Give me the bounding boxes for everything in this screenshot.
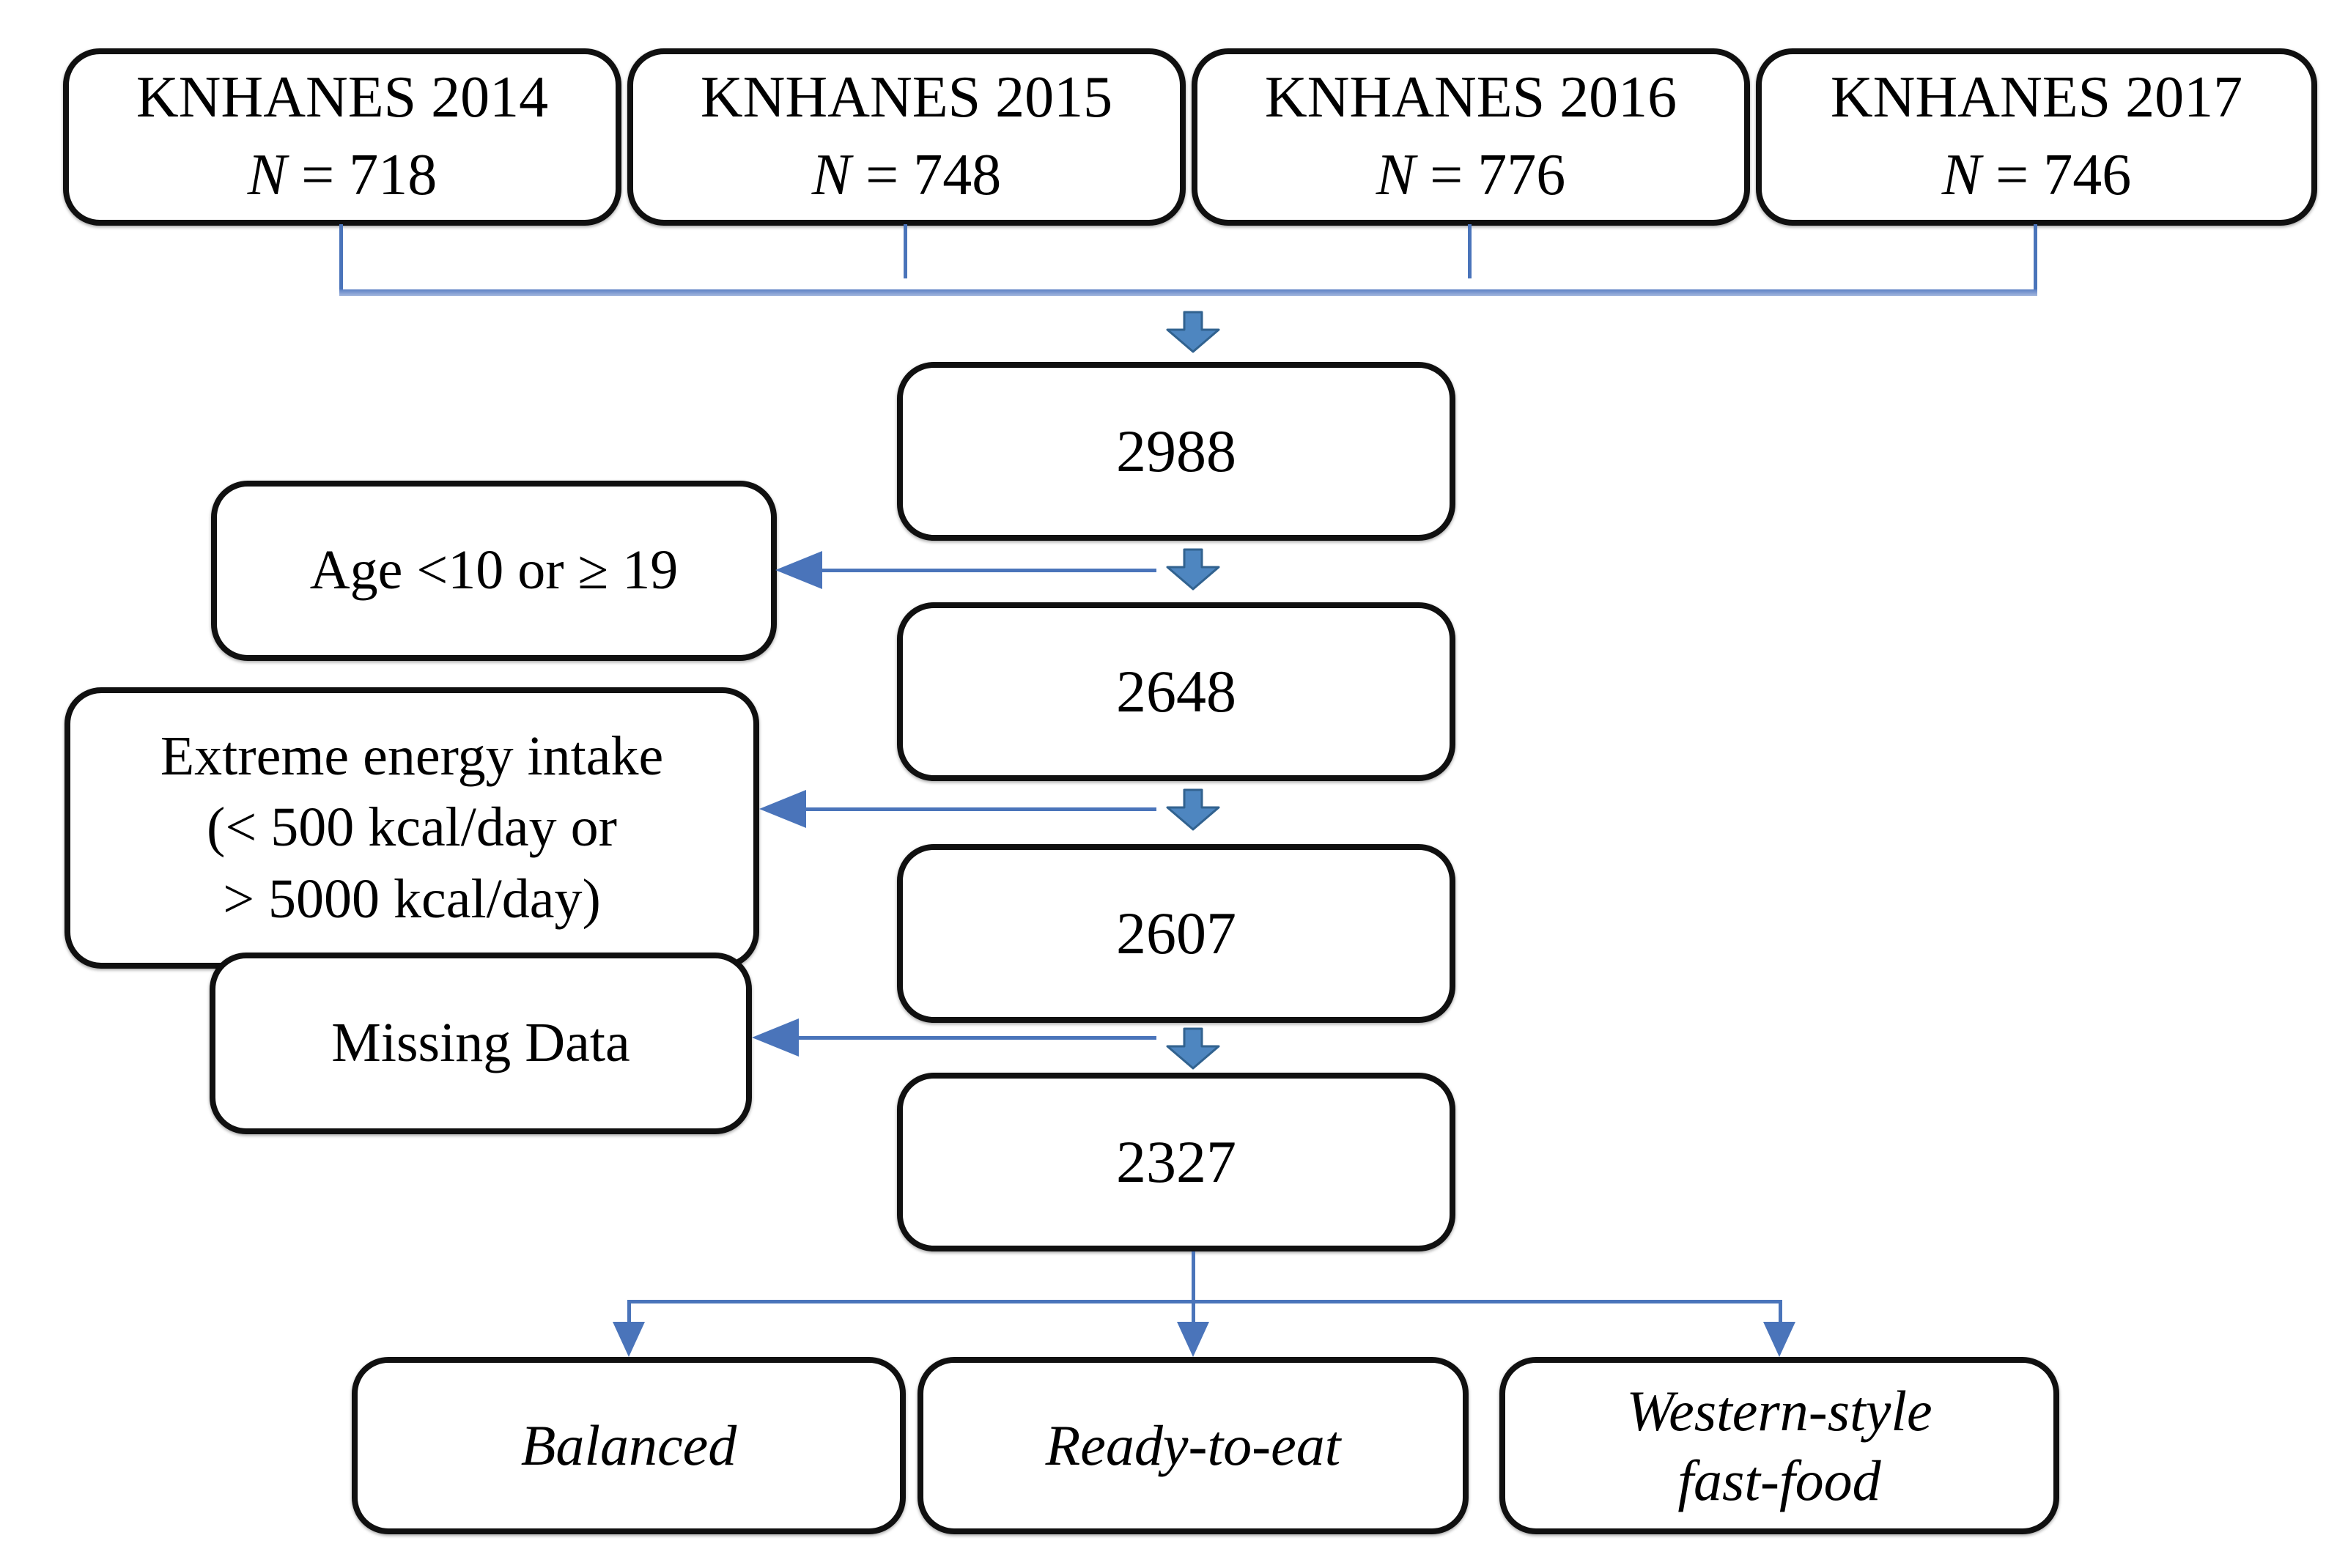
group-label: fast-food: [1677, 1449, 1881, 1512]
count-value: 2607: [1116, 899, 1236, 966]
source-n: N = 746: [1941, 143, 2132, 207]
count-box-after-energy-exclusion: 2607: [897, 844, 1455, 1023]
collector-vertical-line-2: [904, 224, 907, 278]
block-down-arrow-icon: [1166, 311, 1220, 353]
collector-vertical-line-3: [1468, 224, 1472, 278]
exclusion-line-age: [815, 569, 1156, 572]
exclusion-text: Age <10 or ≥ 19: [309, 539, 679, 602]
source-n: N = 776: [1376, 143, 1566, 207]
count-box-final: 2327: [897, 1073, 1455, 1251]
count-value: 2648: [1116, 657, 1236, 725]
block-down-arrow-icon: [1166, 788, 1220, 831]
block-down-arrow-icon: [1166, 1027, 1220, 1070]
down-arrow-icon: [613, 1322, 645, 1357]
block-down-arrow-icon: [1166, 548, 1220, 591]
count-box-total: 2988: [897, 362, 1455, 541]
count-value: 2327: [1116, 1128, 1236, 1195]
branch-right-stub-line: [1779, 1300, 1782, 1329]
count-value: 2988: [1116, 417, 1236, 484]
count-box-after-age-exclusion: 2648: [897, 602, 1455, 781]
exclusion-box-missing-data: Missing Data: [210, 953, 752, 1134]
down-arrow-icon: [1763, 1322, 1795, 1357]
collector-horizontal-line: [339, 289, 2037, 296]
group-label: Balanced: [520, 1413, 737, 1478]
exclusion-text: > 5000 kcal/day): [223, 868, 601, 930]
exclusion-text: Extreme energy intake: [160, 725, 664, 788]
branch-horizontal-line: [627, 1300, 1782, 1303]
source-box-knhanes-2014: KNHANES 2014 N = 718: [63, 48, 621, 226]
group-label: Ready-to-eat: [1045, 1413, 1341, 1478]
group-label: Western-style: [1626, 1378, 1932, 1443]
exclusion-text: Missing Data: [331, 1012, 630, 1074]
source-title: KNHANES 2015: [700, 65, 1113, 130]
source-title: KNHANES 2016: [1264, 65, 1677, 130]
left-arrow-icon: [759, 790, 806, 828]
down-arrow-icon: [1177, 1322, 1209, 1357]
exclusion-box-age: Age <10 or ≥ 19: [211, 481, 777, 661]
group-box-ready-to-eat: Ready-to-eat: [918, 1357, 1469, 1534]
exclusion-line-missing-data: [791, 1036, 1156, 1040]
exclusion-text: (< 500 kcal/day or: [207, 796, 617, 859]
source-box-knhanes-2015: KNHANES 2015 N = 748: [627, 48, 1186, 226]
source-title: KNHANES 2014: [136, 65, 549, 130]
collector-vertical-line-1: [339, 224, 343, 295]
left-arrow-icon: [775, 551, 822, 589]
branch-left-stub-line: [627, 1300, 631, 1329]
group-box-western-style-fast-food: Western-style fast-food: [1499, 1357, 2059, 1534]
source-n: N = 748: [811, 143, 1002, 207]
branch-center-vertical-line: [1192, 1251, 1195, 1325]
source-box-knhanes-2016: KNHANES 2016 N = 776: [1192, 48, 1750, 226]
source-box-knhanes-2017: KNHANES 2017 N = 746: [1756, 48, 2317, 226]
exclusion-box-extreme-energy: Extreme energy intake (< 500 kcal/day or…: [64, 687, 759, 969]
source-title: KNHANES 2017: [1830, 65, 2243, 130]
exclusion-line-extreme-energy: [799, 807, 1156, 811]
left-arrow-icon: [752, 1018, 799, 1057]
collector-vertical-line-4: [2034, 224, 2037, 295]
source-n: N = 718: [247, 143, 438, 207]
group-box-balanced: Balanced: [352, 1357, 906, 1534]
